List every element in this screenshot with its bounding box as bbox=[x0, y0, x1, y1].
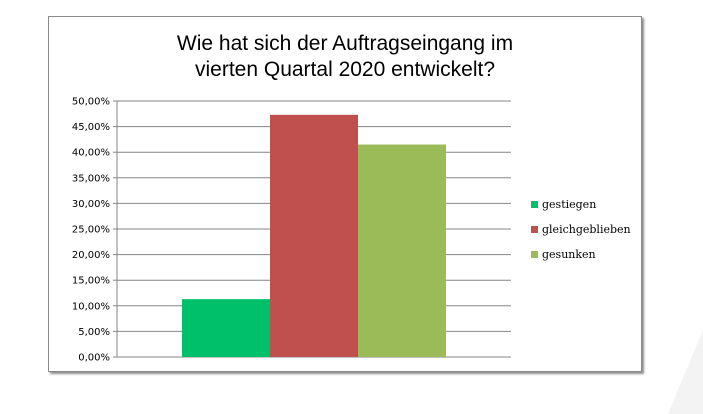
bar-chart: 0,00% 5,00% 10,00% 15,00% 20,00% 25,00% 30,00%… bbox=[72, 97, 631, 364]
y-tick-label: 15,00% bbox=[72, 276, 110, 287]
legend-swatch-gleichgeblieben bbox=[531, 226, 538, 233]
y-tick-label: 10,00% bbox=[72, 301, 110, 312]
bar-gleichgeblieben bbox=[270, 114, 358, 357]
y-tick-label: 30,00% bbox=[72, 199, 110, 210]
legend-swatch-gesunken bbox=[531, 251, 538, 258]
chart-title-line-2: vierten Quartal 2020 entwickelt? bbox=[195, 58, 495, 81]
y-tick-label: 25,00% bbox=[72, 225, 110, 236]
chart-frame: Wie hat sich der Auftragseingang im vier… bbox=[48, 16, 642, 372]
legend-label-gestiegen: gestiegen bbox=[542, 198, 596, 211]
chart-title-line-1: Wie hat sich der Auftragseingang im bbox=[176, 32, 514, 55]
legend-label-gleichgeblieben: gleichgeblieben bbox=[542, 223, 631, 236]
y-tick-label: 0,00% bbox=[78, 353, 110, 364]
y-tick-label: 5,00% bbox=[78, 327, 110, 338]
legend-swatch-gestiegen bbox=[531, 201, 538, 208]
y-tick-label: 35,00% bbox=[72, 173, 110, 184]
y-tick-label: 20,00% bbox=[72, 250, 110, 261]
bar-gesunken bbox=[358, 144, 446, 357]
y-tick-label: 40,00% bbox=[72, 148, 110, 159]
chart-title: Wie hat sich der Auftragseingang im vier… bbox=[49, 31, 641, 83]
y-tick-label: 45,00% bbox=[72, 122, 110, 133]
y-tick-label: 50,00% bbox=[72, 97, 110, 108]
bar-gestiegen bbox=[182, 299, 270, 357]
legend-label-gesunken: gesunken bbox=[542, 248, 596, 261]
